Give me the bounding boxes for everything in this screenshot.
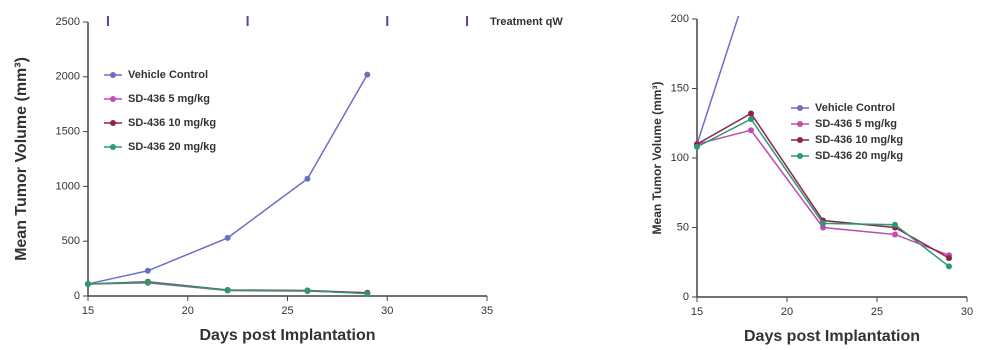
data-point <box>224 234 231 241</box>
legend-label: SD-436 20 mg/kg <box>815 150 903 162</box>
data-point <box>85 280 91 287</box>
x-axis-label: Days post Implantation <box>744 328 920 345</box>
annotation: Treatment qW <box>490 16 563 28</box>
x-tick-label: 25 <box>871 306 883 318</box>
x-tick-label: 30 <box>961 306 973 318</box>
data-point <box>946 255 952 262</box>
legend-marker <box>110 72 116 78</box>
legend-label: SD-436 20 mg/kg <box>128 141 216 153</box>
data-point <box>364 71 371 78</box>
legend-marker <box>110 120 116 126</box>
y-tick-label: 0 <box>683 291 689 303</box>
data-point <box>364 290 371 297</box>
x-tick-label: 15 <box>82 305 94 317</box>
legend-label: Vehicle Control <box>128 69 208 81</box>
y-tick-label: 2000 <box>56 71 80 83</box>
y-tick-label: 1000 <box>56 180 80 192</box>
data-point <box>304 287 311 294</box>
data-point <box>820 220 826 227</box>
series-line <box>696 16 740 145</box>
legend-marker <box>797 137 803 143</box>
data-point <box>748 116 754 123</box>
legend-marker <box>110 144 116 150</box>
data-point <box>946 263 952 270</box>
data-point <box>892 231 898 238</box>
legend-marker <box>797 105 803 111</box>
data-point <box>820 224 826 231</box>
x-tick-label: 25 <box>281 305 293 317</box>
data-point <box>748 127 754 134</box>
plot-area <box>694 16 952 270</box>
legend-label: SD-436 10 mg/kg <box>128 117 216 129</box>
legend-label: Vehicle Control <box>815 102 895 114</box>
data-point <box>892 221 898 228</box>
y-tick-label: 50 <box>677 221 689 233</box>
y-tick-label: 2500 <box>56 16 80 28</box>
y-tick-label: 150 <box>671 82 689 94</box>
legend-marker <box>797 121 803 127</box>
data-point <box>144 279 151 286</box>
x-tick-label: 20 <box>781 306 793 318</box>
y-tick-label: 0 <box>74 290 80 302</box>
x-axis-label: Days post Implantation <box>199 327 375 344</box>
data-point <box>144 267 151 274</box>
y-axis-label: Mean Tumor Volume (mm³) <box>13 57 30 261</box>
y-axis-label: Mean Tumor Volume (mm³) <box>650 82 664 235</box>
series-line <box>87 74 368 285</box>
x-tick-label: 15 <box>691 306 703 318</box>
x-tick-label: 30 <box>381 305 393 317</box>
data-point <box>694 143 700 150</box>
legend-label: SD-436 5 mg/kg <box>815 118 897 130</box>
data-point <box>224 287 231 294</box>
x-tick-label: 20 <box>182 305 194 317</box>
legend-label: SD-436 10 mg/kg <box>815 134 903 146</box>
plot-area <box>85 71 371 297</box>
y-tick-label: 1500 <box>56 126 80 138</box>
y-tick-label: 100 <box>671 152 689 164</box>
data-point <box>748 110 754 117</box>
legend-marker <box>797 153 803 159</box>
legend-marker <box>110 96 116 102</box>
y-tick-label: 500 <box>62 235 80 247</box>
y-tick-label: 200 <box>671 13 689 25</box>
data-point <box>304 175 311 182</box>
x-tick-label: 35 <box>481 305 493 317</box>
legend-label: SD-436 5 mg/kg <box>128 93 210 105</box>
